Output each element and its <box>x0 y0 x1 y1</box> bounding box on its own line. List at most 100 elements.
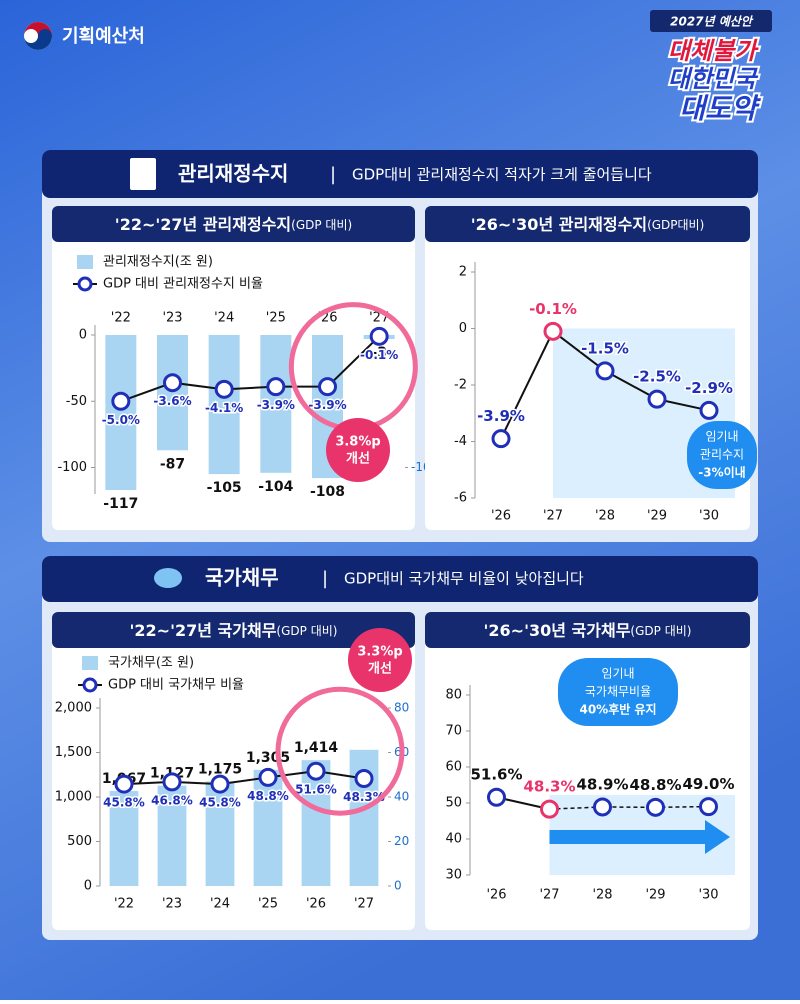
value-label: 51.6% <box>470 766 522 784</box>
annotation: 40%후반 유지 <box>579 702 656 717</box>
value-label: -3.9% <box>477 407 525 425</box>
logo-blue <box>24 29 52 50</box>
section-header <box>42 556 758 602</box>
x-tick-label: '27 <box>539 888 559 903</box>
panel-title: '22~'27년 국가채무(GDP 대비) <box>130 621 338 640</box>
value-label: -0.1% <box>360 348 398 362</box>
annotation: 국가채무비율 <box>585 685 651 699</box>
annotation-bubble <box>687 421 757 489</box>
bar-label: -3 <box>371 345 387 361</box>
section-header <box>42 150 758 198</box>
point <box>369 326 389 346</box>
badge-bg <box>650 10 772 32</box>
point <box>647 389 667 409</box>
bar-label: -104 <box>258 479 293 495</box>
bar-label: -87 <box>160 456 185 472</box>
annotation: -3%이내 <box>698 465 745 480</box>
panel-title: '26~'30년 국가채무(GDP 대비) <box>484 621 692 640</box>
y2-tick-label: 40 <box>394 790 409 804</box>
value-label: 45.8% <box>199 796 241 810</box>
y-tick-label: 2,000 <box>55 701 92 716</box>
annotation: 임기내 <box>601 667 634 681</box>
slogan: 대도약 <box>679 92 762 125</box>
bar <box>157 785 187 886</box>
x-tick-label: '27 <box>354 897 374 912</box>
y2-tick-label: 80 <box>394 701 409 715</box>
y-tick-label: 40 <box>445 832 462 847</box>
title-main: '26~'30년 국가채무 <box>484 621 631 640</box>
x-tick-label: '27 <box>543 509 563 524</box>
panel-title-bar <box>52 206 415 242</box>
value-label: -3.9% <box>308 398 346 412</box>
y-tick-label: -2 <box>454 378 467 393</box>
value-label: -0.1% <box>529 300 577 318</box>
annotation-bubble <box>326 418 390 482</box>
x-tick-label: '30 <box>699 509 719 524</box>
x-tick-label: '24 <box>214 311 234 326</box>
section-title: 관리재정수지 <box>178 162 288 186</box>
x-tick-label: '25 <box>258 897 278 912</box>
panel-title: '26~'30년 관리재정수지(GDP대비) <box>471 215 705 234</box>
bar <box>157 335 188 451</box>
slogan: 대체불가 <box>668 37 759 65</box>
point <box>491 429 511 449</box>
x-tick-label: '25 <box>266 311 286 326</box>
section-subtitle: GDP대비 국가채무 비율이 낮아집니다 <box>344 570 584 588</box>
point <box>487 787 506 807</box>
legend-marker <box>77 276 93 292</box>
point <box>210 774 230 794</box>
value-label: -2.9% <box>685 379 733 397</box>
y-tick-label: 1,500 <box>55 745 92 760</box>
line <box>549 805 709 810</box>
magnifier <box>275 686 405 816</box>
section-title: 국가채무 <box>205 566 279 590</box>
annotation: 임기내 <box>705 430 738 444</box>
y-tick-label: 0 <box>84 879 92 894</box>
y-tick-label: 80 <box>445 688 462 703</box>
x-tick-label: '29 <box>645 888 665 903</box>
bar <box>205 781 235 886</box>
separator: | <box>330 164 336 185</box>
slogan: 대한민국 <box>668 65 759 93</box>
value-label: 48.8% <box>247 789 289 803</box>
annotation: 3.8%p <box>335 435 380 450</box>
value-label: 48.8% <box>629 776 681 794</box>
annotation-bubble <box>558 658 678 726</box>
panel-title: '22~'27년 관리재정수지(GDP 대비) <box>115 215 352 234</box>
legend-label: GDP 대비 국가채무 비율 <box>108 678 244 693</box>
bar-label: 1,175 <box>198 761 242 777</box>
point <box>163 373 182 393</box>
x-tick-label: '28 <box>595 509 615 524</box>
badge: 2027년 예산안 <box>670 15 754 29</box>
point <box>699 400 719 420</box>
title-note: (GDP대비) <box>647 218 704 232</box>
y2-tick-label: 0 <box>394 879 402 893</box>
icon <box>154 568 182 588</box>
value-label: -3.6% <box>153 394 191 408</box>
title-note: (GDP 대비) <box>291 218 352 232</box>
point <box>318 377 337 397</box>
y2-tick-label: 20 <box>394 834 409 848</box>
value-label: -1.5% <box>581 339 629 357</box>
legend-label: GDP 대비 관리재정수지 비율 <box>103 277 263 292</box>
point <box>595 361 615 381</box>
point <box>258 767 278 787</box>
panel-title-bar <box>52 612 415 648</box>
y-tick-label: 0 <box>459 321 467 336</box>
value-label: 45.8% <box>103 796 145 810</box>
point <box>354 769 374 789</box>
value-label: -2.5% <box>633 368 681 386</box>
annotation-bubble <box>348 628 412 692</box>
x-tick-label: '26 <box>306 897 326 912</box>
bar-label: -117 <box>103 496 138 512</box>
x-tick-label: '28 <box>592 888 612 903</box>
y-tick-label: 1,000 <box>55 790 92 805</box>
point <box>162 772 182 792</box>
x-tick-label: '24 <box>210 897 230 912</box>
annotation: 관리수지 <box>700 448 744 462</box>
point <box>646 797 665 817</box>
bar <box>260 335 292 473</box>
point <box>593 797 612 817</box>
title-note: (GDP 대비) <box>276 624 337 638</box>
